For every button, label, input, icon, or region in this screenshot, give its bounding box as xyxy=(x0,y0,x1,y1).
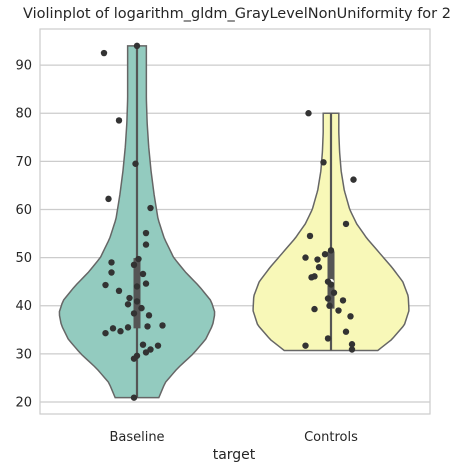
data-point xyxy=(305,110,312,117)
data-point xyxy=(326,302,333,309)
data-point xyxy=(302,254,309,261)
data-point xyxy=(115,287,123,294)
data-point xyxy=(311,305,318,313)
data-point xyxy=(142,349,150,356)
data-point xyxy=(124,324,132,331)
chart-title: Violinplot of logarithm_gldm_GrayLevelNo… xyxy=(23,6,451,22)
data-point xyxy=(320,159,327,166)
data-point xyxy=(144,323,151,330)
data-point xyxy=(133,298,141,305)
y-tick-label: 50 xyxy=(15,251,32,266)
data-point xyxy=(102,281,109,289)
data-point xyxy=(115,117,123,124)
data-point xyxy=(324,295,332,302)
data-point xyxy=(330,289,338,296)
y-tick-labels: 20 30 40 50 60 70 80 90 xyxy=(15,59,32,411)
data-point xyxy=(130,394,138,401)
data-point xyxy=(135,255,142,263)
violin-baseline xyxy=(58,42,216,401)
data-point xyxy=(145,312,153,319)
data-point xyxy=(139,341,147,348)
data-point xyxy=(100,49,108,57)
data-point xyxy=(133,283,141,290)
y-tick-label: 70 xyxy=(15,155,32,170)
y-tick-label: 90 xyxy=(15,59,32,74)
violin-iqr-box xyxy=(133,258,141,329)
data-point xyxy=(130,355,138,362)
data-point xyxy=(342,220,350,228)
data-point xyxy=(102,329,109,337)
data-point xyxy=(339,297,347,304)
y-tick-label: 80 xyxy=(15,107,32,122)
violin-controls xyxy=(252,110,410,353)
violins xyxy=(58,42,410,401)
data-point xyxy=(321,251,329,258)
data-point xyxy=(108,269,115,276)
data-point xyxy=(126,294,133,302)
data-point xyxy=(335,307,342,314)
data-point xyxy=(342,328,350,335)
x-tick-labels: Baseline Controls xyxy=(109,430,358,445)
data-point xyxy=(105,195,112,203)
data-point xyxy=(124,301,132,308)
data-point xyxy=(324,335,332,342)
data-point xyxy=(308,274,315,281)
y-tick-label: 30 xyxy=(15,347,32,362)
data-point xyxy=(109,325,117,332)
data-point xyxy=(314,256,321,263)
data-point xyxy=(142,229,150,237)
x-axis-label: target xyxy=(213,447,256,463)
data-point xyxy=(302,342,309,349)
data-point xyxy=(348,346,356,353)
x-tick-label-controls: Controls xyxy=(304,430,358,445)
data-point xyxy=(130,261,138,269)
data-point xyxy=(142,280,150,287)
data-point xyxy=(347,313,354,320)
data-point xyxy=(159,322,166,329)
data-point xyxy=(327,247,335,254)
data-point xyxy=(138,304,145,312)
data-point xyxy=(132,160,139,167)
data-point xyxy=(315,264,323,271)
data-point xyxy=(117,328,124,335)
data-point xyxy=(130,310,138,317)
y-tick-label: 20 xyxy=(15,395,32,410)
data-point xyxy=(108,259,115,266)
data-point xyxy=(327,281,335,288)
data-point xyxy=(348,341,356,348)
data-point xyxy=(350,176,357,183)
y-tick-label: 60 xyxy=(15,203,32,218)
data-point xyxy=(154,342,162,349)
x-tick-label-baseline: Baseline xyxy=(109,430,164,445)
data-point xyxy=(306,232,314,240)
data-point xyxy=(142,241,150,248)
data-point xyxy=(139,270,147,278)
data-point xyxy=(147,204,154,212)
y-tick-label: 40 xyxy=(15,299,32,314)
data-point xyxy=(133,42,141,50)
